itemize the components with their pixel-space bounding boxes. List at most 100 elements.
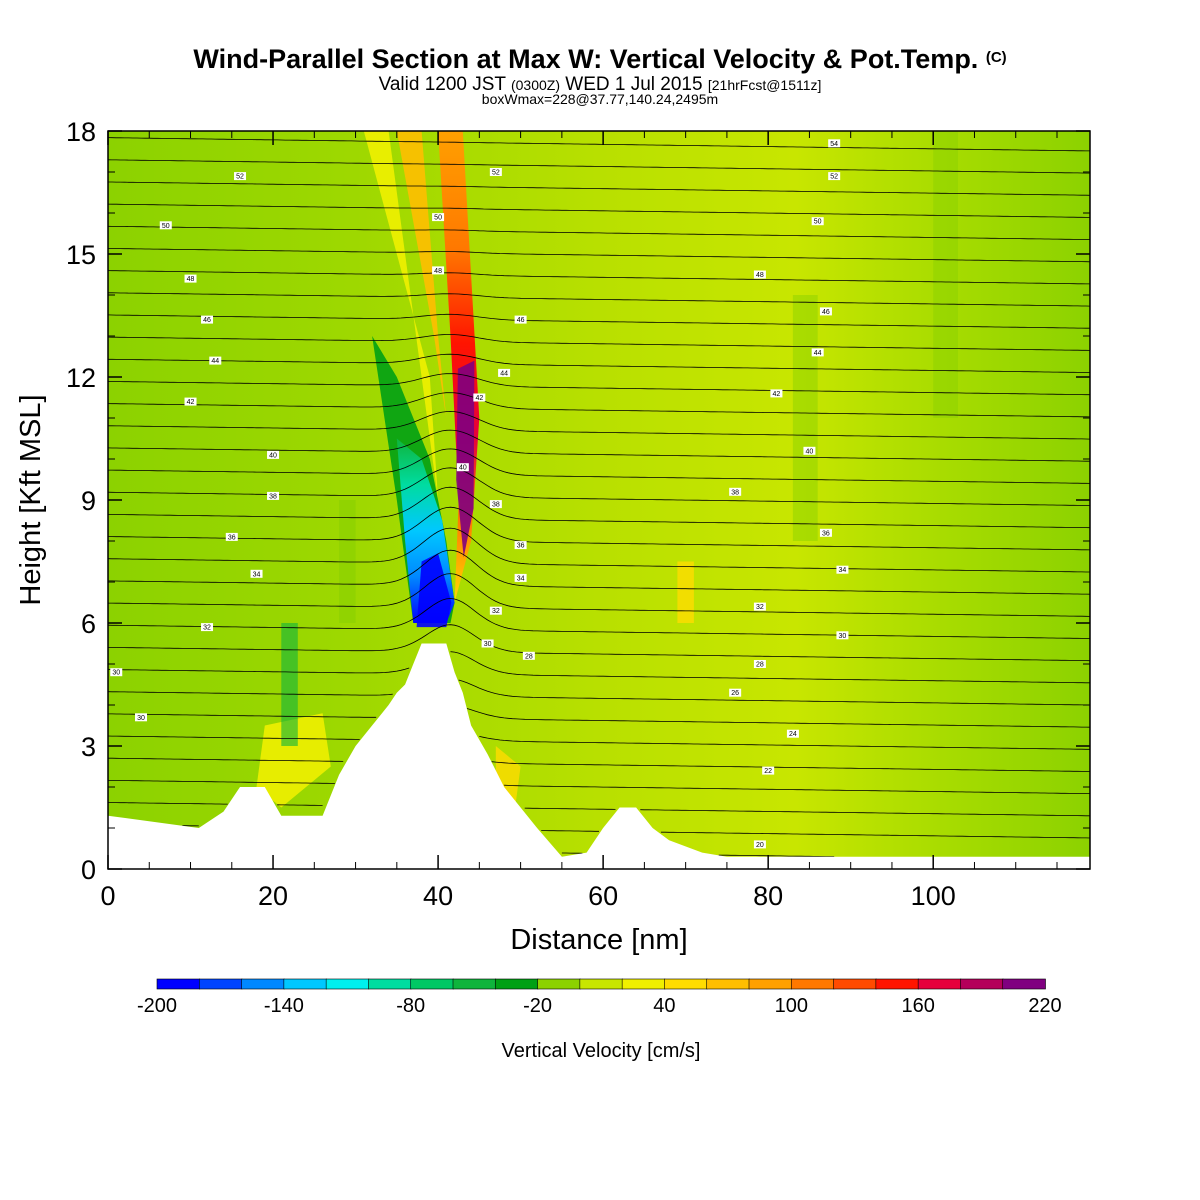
colorbar-swatch [748, 978, 793, 990]
colorbar-swatch [452, 978, 497, 990]
theta-contour [108, 353, 1090, 373]
contour-label: 38 [267, 491, 280, 500]
x-tick-label: 0 [100, 881, 115, 911]
contour-label: 36 [225, 532, 238, 541]
theta-contour [108, 137, 1090, 152]
contour-label-box [267, 491, 280, 500]
small-updraft-patch-2 [677, 561, 694, 623]
colorbar-swatch [579, 978, 623, 990]
colorbar-swatch [917, 978, 962, 990]
contour-label: 40 [803, 446, 816, 455]
contour-label-box [209, 356, 222, 365]
chart-subtitle: Valid 1200 JST (0300Z) WED 1 Jul 2015 [2… [0, 74, 1200, 96]
contour-label-text: 50 [434, 215, 442, 222]
contour-label: 38 [729, 487, 742, 496]
theta-contour [182, 825, 1090, 839]
x-tick-label: 40 [423, 881, 453, 911]
contour-label-text: 36 [822, 530, 830, 537]
valid-time: Valid 1200 JST [378, 74, 506, 95]
contour-label-text: 48 [434, 268, 442, 275]
theta-contour [108, 159, 1090, 174]
contour-label-text: 50 [814, 219, 822, 226]
theta-contour [108, 203, 1090, 218]
theta-contour [108, 292, 1090, 307]
contour-label-box [811, 348, 824, 357]
colorbar-tick-label: 220 [1028, 995, 1061, 1017]
contour-label-text: 32 [203, 625, 211, 632]
y-tick-label: 0 [81, 855, 96, 885]
colorbar-swatch [875, 978, 919, 990]
theta-contour [108, 429, 1090, 462]
contour-label: 44 [498, 368, 511, 377]
contour-label-box [729, 688, 742, 697]
contour-label-box [786, 729, 799, 738]
contour-label-text: 34 [253, 571, 261, 578]
contour-label-box [498, 368, 511, 377]
theta-contour [108, 392, 1090, 418]
colorbar-tick-label: 40 [653, 995, 675, 1017]
contour-label: 32 [489, 606, 502, 615]
contour-label-box [267, 450, 280, 459]
contour-label: 28 [753, 660, 766, 669]
contour-label: 48 [184, 274, 197, 283]
theta-contour [108, 410, 1090, 440]
contour-label-box [522, 651, 535, 660]
contour-label: 42 [473, 393, 486, 402]
contour-label-text: 52 [236, 174, 244, 181]
contour-label-text: 26 [731, 690, 739, 697]
colorbar-swatch [494, 978, 539, 990]
downdraft-streak-3 [792, 295, 818, 541]
y-axis-label: Height [Kft MSL] [15, 394, 47, 605]
contour-label: 22 [762, 766, 775, 775]
colorbar-swatch [283, 978, 327, 990]
colorbar-tick-label: -80 [396, 995, 425, 1017]
contour-label: 30 [135, 713, 148, 722]
colorbar-swatch [621, 978, 666, 990]
contour-label: 52 [828, 172, 841, 181]
theta-contour [108, 802, 1090, 817]
theta-contour [108, 735, 1090, 750]
contour-label-text: 44 [814, 350, 822, 357]
colorbar-swatch [325, 978, 370, 990]
contour-label-text: 38 [492, 502, 500, 509]
colorbar-swatch [833, 978, 877, 990]
y-tick-label: 6 [81, 609, 96, 639]
updraft-band-upper [396, 131, 447, 418]
contour-label-box [819, 528, 832, 537]
contour-label-box [514, 315, 527, 324]
x-tick-label: 100 [911, 881, 956, 911]
contour-label-box [514, 573, 527, 582]
contour-label: 30 [110, 668, 123, 677]
contour-label: 26 [729, 688, 742, 697]
y-tick-label: 3 [81, 732, 96, 762]
theta-contour [108, 624, 1090, 662]
contour-label: 30 [836, 631, 849, 640]
contour-label-text: 28 [756, 662, 764, 669]
contour-label-box [184, 397, 197, 406]
contour-label-box [828, 172, 841, 181]
colorbar-swatch [960, 978, 1004, 990]
contour-label: 24 [786, 729, 799, 738]
theta-contour [108, 313, 1090, 329]
contour-label-text: 24 [789, 731, 797, 738]
contour-label-text: 46 [822, 309, 830, 316]
contour-label-text: 46 [203, 317, 211, 324]
contour-label-box [481, 639, 494, 648]
contour-label: 44 [209, 356, 222, 365]
contour-label: 36 [819, 528, 832, 537]
contour-label-box [473, 393, 486, 402]
contour-label-text: 34 [517, 575, 525, 582]
x-tick-label: 80 [753, 881, 783, 911]
contour-label-box [753, 270, 766, 279]
colorbar-swatch [1002, 978, 1046, 990]
contour-label-box [201, 315, 214, 324]
theta-contour [108, 506, 1090, 551]
contour-label-text: 40 [269, 452, 277, 459]
contour-label: 46 [514, 315, 527, 324]
contour-label: 50 [159, 221, 172, 230]
theta-contour [649, 123, 1091, 129]
contour-label-box [770, 389, 783, 398]
contour-label-box [753, 840, 766, 849]
colorbar-swatch [706, 978, 750, 990]
